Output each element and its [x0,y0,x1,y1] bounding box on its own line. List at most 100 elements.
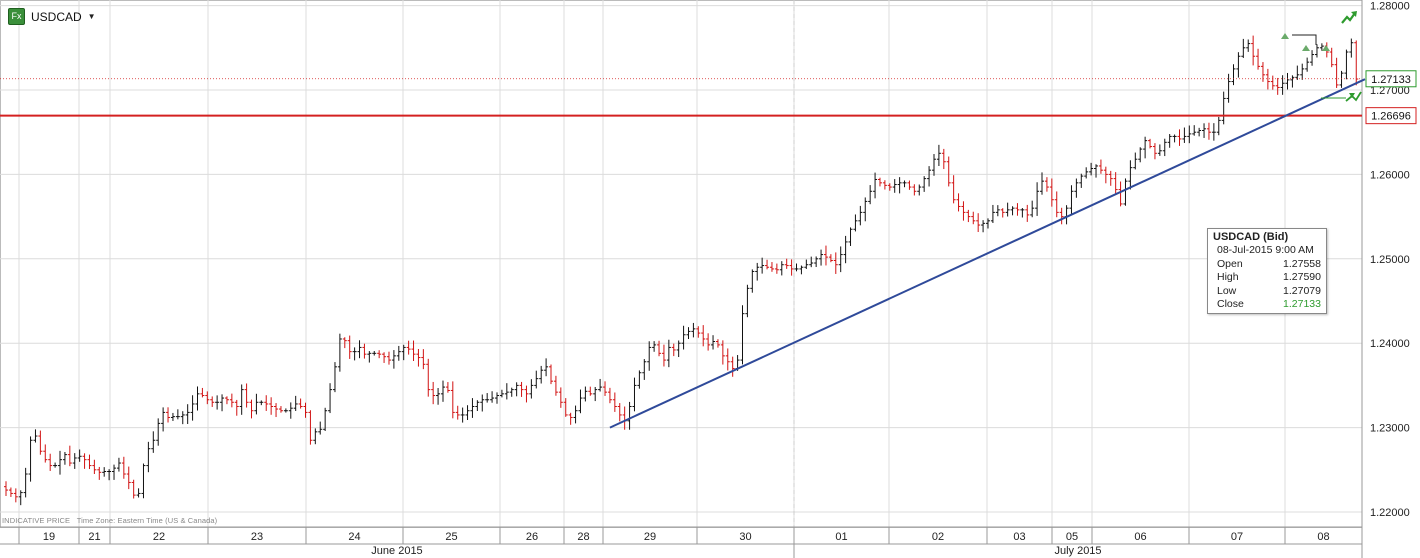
ohlc-bar [897,177,902,194]
ohlc-bar [971,211,976,225]
ohlc-bar [1216,116,1221,136]
ohlc-bar [126,466,131,490]
ohlc-bar [720,340,725,365]
ohlc-bar [175,409,180,420]
ohlc-bar [863,197,868,222]
ohlc-bar [701,325,706,347]
y-tick-label: 1.22000 [1370,507,1410,519]
ohlc-bar [563,398,568,417]
ohlc-bar [652,341,657,352]
ohlc-bar [146,441,151,473]
ohlc-bar [686,327,691,339]
ohlc-bar [264,395,269,411]
ohlc-bar [1275,77,1280,95]
ohlc-bar [386,351,391,365]
ohlc-bar [833,252,838,274]
ohlc-bar [607,387,612,404]
ohlc-bar [549,364,554,385]
ohlc-bar [819,249,824,266]
ohlc-bar [1260,62,1265,82]
ohlc-bar [593,386,598,402]
y-tick-label: 1.24000 [1370,338,1410,350]
ohlc-bar [823,245,828,266]
ohlc-bar [43,444,48,463]
ohlc-bar [882,180,887,190]
ohlc-bar [1344,49,1349,80]
ohlc-bar [927,166,932,187]
info-label: Open [1217,257,1243,270]
indicative-label: INDICATIVE PRICE [2,516,71,525]
ohlc-bar [1059,207,1064,225]
ohlc-bar [401,344,406,361]
ohlc-bar [1005,202,1010,217]
ohlc-bar [274,403,279,418]
ohlc-bar [799,265,804,275]
ohlc-bar [112,464,117,480]
ohlc-bar [131,479,136,499]
ohlc-bar [136,488,141,498]
info-title: USDCAD (Bid) [1213,231,1289,243]
ohlc-bar [917,184,922,196]
ohlc-bar [1295,65,1300,80]
ohlc-bar [121,456,126,479]
grid [0,0,1363,528]
ohlc-bar [4,481,8,497]
ohlc-bar [82,453,87,469]
ohlc-bar [1152,143,1157,160]
ohlc-bar [1231,64,1236,86]
x-tick-label: 03 [1013,531,1025,543]
ohlc-bar [568,412,573,425]
x-tick-label: 01 [835,531,847,543]
ohlc-bar [1069,185,1074,215]
ohlc-bar [1270,75,1275,90]
y-tick-label: 1.25000 [1370,254,1410,266]
ohlc-bar [244,383,249,408]
ohlc-bar [499,389,504,398]
ohlc-bar [657,340,662,357]
chevron-down-icon[interactable]: ▼ [87,12,96,21]
ohlc-bar [877,177,882,187]
ohlc-bar [598,378,603,392]
ohlc-bar [681,325,686,350]
ohlc-bar [583,386,588,402]
ohlc-bar [180,411,185,425]
ohlc-bar [961,201,966,221]
symbol-label[interactable]: USDCAD [31,9,82,24]
x-tick-label: 05 [1066,531,1078,543]
x-tick-label: 22 [153,531,165,543]
x-tick-label: 07 [1231,531,1243,543]
ohlc-bar [1265,68,1270,90]
ohlc-bar [1280,75,1285,95]
ohlc-bar [745,284,750,318]
ohlc-bar [337,333,342,372]
ohlc-bar [229,393,234,408]
alert-icon [1345,91,1362,102]
ohlc-bar [102,467,107,477]
x-tick-label: 26 [526,531,538,543]
ohlc-bar [755,262,760,281]
ohlc-bar [534,370,539,389]
ohlc-bar [524,385,529,403]
ohlc-bar [529,379,534,399]
fx-icon: Fx [8,8,25,25]
ohlc-bar [1329,47,1334,68]
ohlc-bar [323,407,328,431]
support-price-tag: 1.26696 [1365,107,1417,125]
ohlc-bar [1049,178,1054,207]
ohlc-bar [553,375,558,396]
ohlc-bar [588,386,593,396]
ohlc-bar [858,205,863,226]
ohlc-bar [1211,123,1216,141]
ohlc-bar [1157,144,1162,156]
ohlc-bar [367,351,372,363]
ohlc-bar [308,410,313,445]
ohlc-bar [303,402,308,418]
ohlc-bar [254,393,259,415]
trend-arrow-icon[interactable] [1340,8,1360,26]
ohlc-bar [1094,164,1099,178]
ohlc-bar [372,351,377,356]
ohlc-bar [475,400,480,411]
ohlc-bar [794,263,799,272]
ohlc-bar [318,421,323,435]
